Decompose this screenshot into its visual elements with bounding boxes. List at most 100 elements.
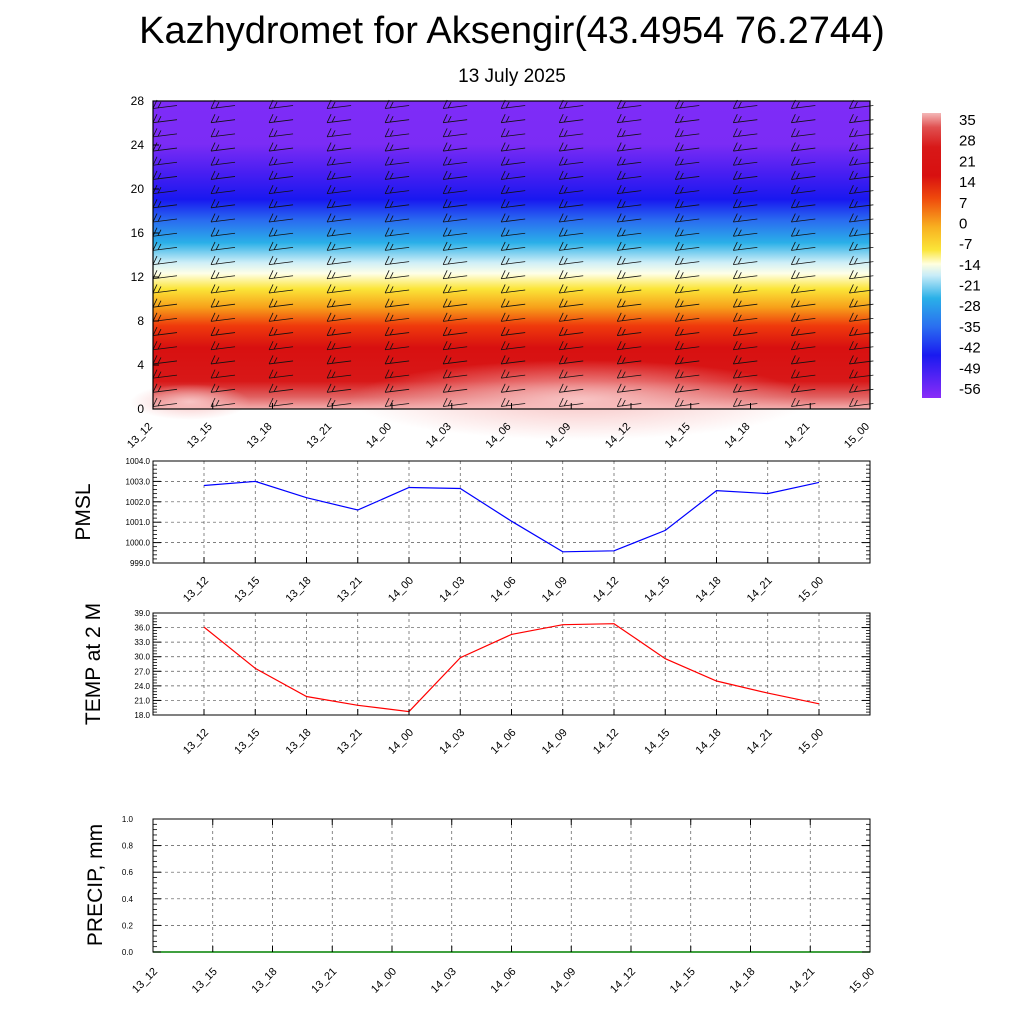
wind-barb [442,255,468,265]
wind-barb [384,241,410,251]
precip-y-axis: 0.0 0.2 0.4 0.6 0.8 1.0 [122,815,870,957]
wind-barb [732,128,758,138]
colorbar-label: 0 [959,215,967,232]
wind-barb [384,213,410,223]
wind-barb [210,227,236,237]
wind-barb [674,383,700,393]
wind-barb [442,184,468,195]
wind-barb [210,114,236,124]
wind-barb [500,284,526,294]
wind-barb [268,341,294,351]
heatmap-ytick-label: 0 [137,402,144,416]
pmsl-ylabel: PMSL [72,483,95,540]
wind-barb [210,298,236,308]
wind-barb [326,355,352,365]
wind-barb [152,355,178,365]
wind-barb [732,241,758,251]
xtick-label: 14_18 [694,727,724,757]
xtick-label: 14_00 [386,575,416,605]
wind-barb [791,241,816,251]
wind-barb [500,355,526,365]
wind-barb [500,326,526,336]
wind-barb [674,397,700,407]
wind-barb [210,369,236,379]
wind-barb [849,255,874,265]
ytick-label: 0.6 [122,868,134,877]
wind-barb [500,199,526,209]
wind-barb [152,142,178,152]
wind-barb [732,213,758,223]
wind-barb [152,326,178,336]
colorbar-label: -49 [959,360,981,377]
wind-barb [849,142,874,152]
xtick-label: 14_00 [369,966,399,996]
wind-barb [500,241,526,251]
wind-barb [152,199,178,209]
wind-barb [442,199,468,209]
pmsl-y-axis: 999.0 1000.0 1001.0 1002.0 1003.0 1004.0 [126,457,870,568]
heatmap-ytick-label: 16 [131,226,145,240]
wind-barb [210,383,236,393]
xtick-label: 14_18 [694,575,724,605]
wind-barb [674,128,700,138]
wind-barb [558,142,584,152]
wind-barb [849,184,874,195]
wind-barb [152,383,178,393]
wind-barb [384,270,410,280]
chart-subtitle: 13 July 2025 [458,66,566,87]
xtick-label: 13_18 [250,966,280,996]
wind-barb [558,383,584,393]
wind-barbs [152,99,874,407]
xtick-label: 13_21 [335,575,365,605]
colorbar-gradient [922,113,941,398]
wind-barb [849,199,874,209]
wind-barb [210,270,236,280]
wind-barb [849,156,874,166]
wind-barb [791,213,816,223]
wind-barb [732,156,758,166]
wind-barb [849,326,874,336]
wind-barb [791,255,816,265]
ytick-label: 18.0 [134,711,150,720]
temp-y-axis: 18.0 21.0 24.0 27.0 30.0 33.0 36.0 39.0 [134,609,870,720]
wind-barb [616,156,642,166]
wind-barb [849,213,874,223]
wind-barb [558,284,584,294]
wind-barb [500,170,526,180]
wind-barb [384,284,410,294]
wind-barb [500,298,526,308]
wind-barb [674,369,700,379]
ytick-label: 36.0 [134,624,150,633]
xtick-label: 15_00 [796,727,826,757]
wind-barb [616,241,642,251]
wind-barb [326,341,352,351]
wind-barb [849,355,874,365]
wind-barb [210,341,236,351]
ytick-label: 30.0 [134,653,150,662]
wind-barb [732,298,758,308]
wind-barb [616,270,642,280]
wind-barb [326,284,352,294]
wind-barb [849,170,874,180]
xtick-label: 15_00 [796,575,826,605]
wind-barb [268,383,294,393]
xtick-label: 14_03 [437,727,467,757]
wind-barb [616,255,642,265]
wind-barb [500,128,526,138]
xtick-label: 14_15 [642,575,672,605]
precip-ylabel: PRECIP, mm [84,824,107,946]
wind-barb [849,341,874,351]
wind-barb [500,312,526,322]
wind-barb [558,227,584,237]
ytick-label: 1000.0 [126,539,151,548]
wind-barb [326,255,352,265]
heatmap-warm-region-left [130,384,250,420]
heatmap-ytick-label: 28 [131,94,145,108]
ytick-label: 0.2 [122,921,134,930]
wind-barb [616,142,642,152]
wind-barb [558,341,584,351]
wind-barb [384,142,410,152]
colorbar-label: 35 [959,112,976,129]
heatmap-xtick-label: 13_21 [304,421,334,451]
wind-barb [674,227,700,237]
